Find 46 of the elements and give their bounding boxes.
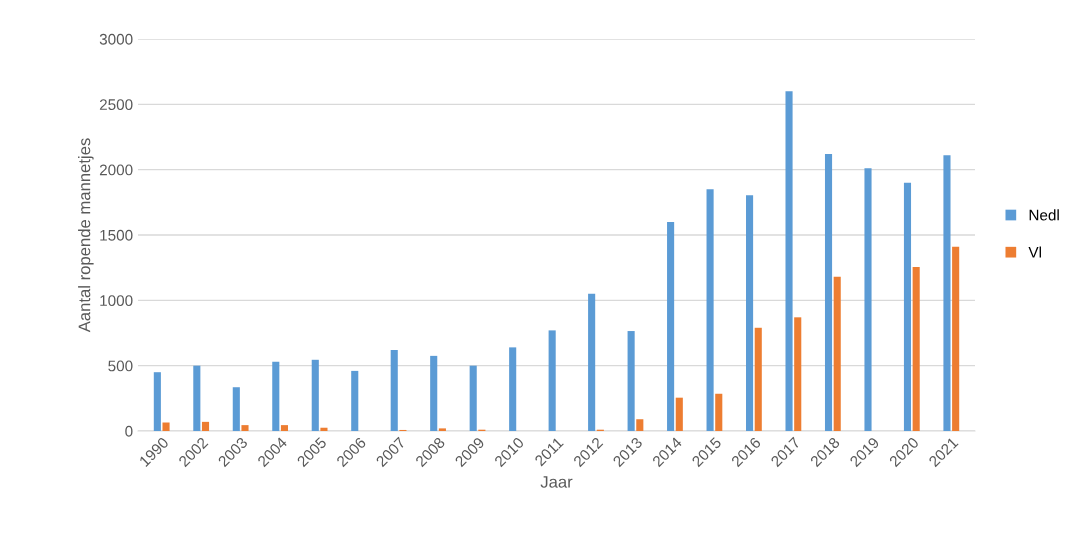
bar (952, 246, 960, 431)
bar (272, 361, 280, 431)
bar (241, 425, 249, 431)
bar (833, 276, 841, 431)
bar (588, 293, 596, 431)
bar (824, 153, 833, 431)
bar (548, 330, 556, 431)
bar (746, 195, 754, 431)
legend-label: Vl (1028, 246, 1041, 258)
bar (667, 221, 675, 431)
y-tick-label: 3000 (99, 33, 133, 45)
bar (430, 355, 438, 431)
bar (785, 91, 793, 431)
y-tick-label: 2500 (99, 99, 133, 111)
legend-label: Nedl (1029, 209, 1059, 221)
bar (153, 372, 161, 431)
x-axis-title: Jaar (540, 476, 573, 488)
y-tick-label: 1000 (100, 295, 133, 307)
bar (280, 425, 289, 431)
y-axis-title: Aantal ropende mannetjes (78, 138, 94, 333)
bar (162, 422, 170, 431)
bar (636, 419, 644, 431)
bar (438, 428, 446, 431)
bar (903, 182, 912, 431)
bar (311, 359, 319, 431)
y-tick-label: 1500 (100, 229, 133, 241)
y-tick-label: 2000 (99, 164, 133, 176)
bar (509, 347, 517, 431)
bar (469, 365, 477, 431)
bar (201, 421, 210, 431)
bar (390, 349, 398, 431)
bar (794, 317, 802, 431)
bar (912, 267, 920, 431)
bar (715, 393, 723, 431)
bar (675, 397, 683, 431)
bar (706, 189, 714, 431)
y-tick-label: 500 (108, 360, 133, 372)
bar (351, 370, 359, 431)
bar (627, 331, 635, 431)
bar (320, 427, 328, 431)
bar (864, 168, 872, 431)
bar (193, 365, 201, 431)
y-tick-label: 0 (125, 425, 133, 437)
bar (943, 155, 951, 431)
bar (754, 327, 762, 431)
bar (232, 387, 240, 431)
